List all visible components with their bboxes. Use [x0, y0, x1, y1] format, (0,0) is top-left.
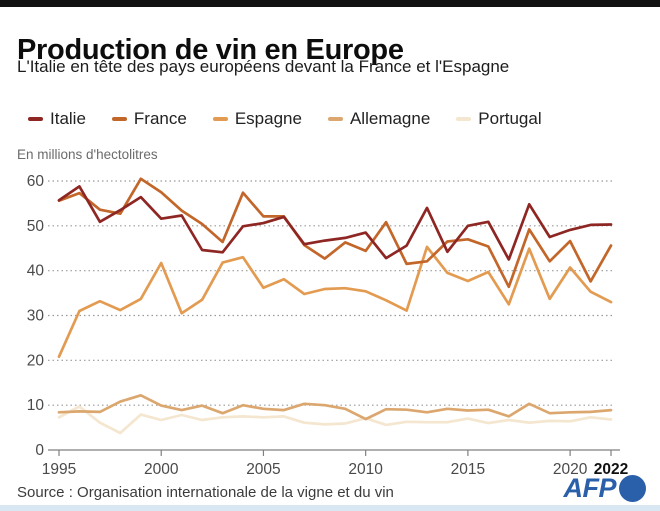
legend: Italie France Espagne Allemagne Portugal [28, 108, 648, 130]
y-tick-label-10: 10 [27, 397, 45, 414]
legend-label: France [133, 109, 187, 128]
legend-swatch-italie [28, 117, 43, 121]
x-tick-label-1995: 1995 [42, 461, 76, 478]
legend-item-france: France [111, 109, 187, 129]
legend-item-espagne: Espagne [212, 109, 302, 129]
bottom-accent-strip [0, 505, 660, 511]
afp-logo-text: AFP [563, 472, 617, 503]
y-tick-label-20: 20 [27, 352, 45, 369]
series-line-italie [57, 185, 613, 261]
page-subtitle: L'Italie en tête des pays européens deva… [17, 57, 510, 76]
legend-item-allemagne: Allemagne [327, 109, 431, 129]
legend-label: Italie [50, 109, 86, 128]
chart-area: 0 10 20 30 40 50 60 1995 2000 2005 2010 2015 2020 202… [0, 163, 660, 485]
legend-label: Allemagne [349, 109, 431, 128]
series-line-espagne [57, 245, 613, 359]
x-tick-label-2005: 2005 [246, 461, 280, 478]
y-tick-label-30: 30 [27, 308, 45, 325]
legend-item-portugal: Portugal [456, 109, 542, 129]
legend-swatch-portugal [456, 117, 472, 121]
legend-swatch-france [111, 117, 127, 121]
x-tick-label-2020: 2020 [553, 461, 588, 478]
legend-swatch-allemagne [327, 117, 343, 121]
series-line-allemagne [57, 393, 613, 421]
legend-item-italie: Italie [28, 109, 86, 129]
y-tick-label-40: 40 [27, 263, 45, 280]
afp-logo-circle-icon [619, 474, 646, 502]
source-credit: Source : Organisation internationale de … [17, 484, 394, 501]
x-tick-label-2000: 2000 [144, 461, 179, 478]
line-chart: 0 10 20 30 40 50 60 1995 2000 2005 2010 2015 2020 202… [27, 173, 628, 478]
x-tick-label-2022: 2022 [594, 461, 628, 478]
x-tick-label-2015: 2015 [451, 461, 485, 478]
legend-label: Portugal [478, 109, 542, 128]
series-line-portugal [57, 405, 613, 435]
y-tick-label-50: 50 [27, 218, 45, 235]
series-line-france [57, 177, 613, 289]
afp-logo: AFP [563, 472, 646, 504]
y-tick-label-60: 60 [27, 173, 45, 190]
x-tick-label-2010: 2010 [348, 461, 383, 478]
top-accent-bar [0, 0, 660, 7]
y-tick-label-0: 0 [35, 442, 44, 459]
y-axis-unit-label: En millions d'hectolitres [17, 147, 158, 162]
legend-swatch-espagne [212, 117, 228, 121]
page-title: Production de vin en Europe [17, 34, 404, 67]
legend-label: Espagne [234, 109, 302, 128]
